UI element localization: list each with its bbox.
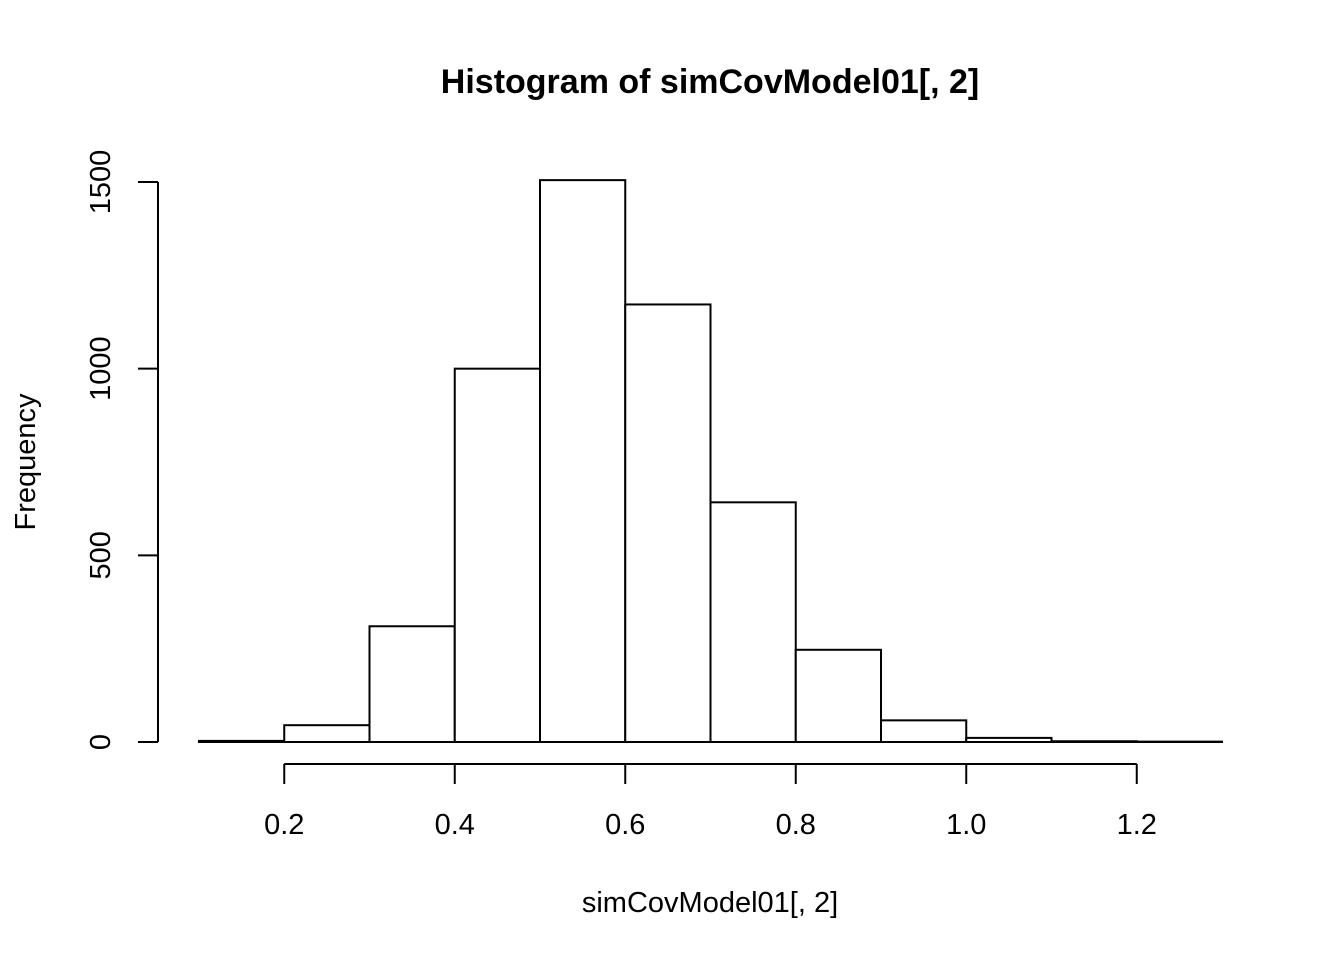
y-tick-label: 1500 bbox=[85, 150, 117, 215]
x-axis: 0.2 0.4 0.6 0.8 1.0 1.2 bbox=[264, 763, 1157, 841]
x-tick-label: 0.4 bbox=[435, 809, 475, 841]
x-tick-label: 1.2 bbox=[1117, 809, 1157, 841]
y-tick-label: 500 bbox=[85, 531, 117, 579]
histogram-bar bbox=[283, 724, 371, 744]
histogram-bar bbox=[198, 739, 286, 744]
y-axis-label: Frequency bbox=[10, 393, 42, 531]
histogram-bar bbox=[539, 179, 627, 743]
x-tick-label: 0.2 bbox=[264, 809, 304, 841]
bars-group bbox=[198, 179, 1223, 744]
y-axis: 0 500 1000 1500 bbox=[85, 150, 159, 750]
x-axis-label: simCovModel01[, 2] bbox=[582, 887, 838, 919]
chart-title: Histogram of simCovModel01[, 2] bbox=[441, 63, 979, 101]
x-tick-label: 0.6 bbox=[605, 809, 645, 841]
x-tick-label: 1.0 bbox=[946, 809, 986, 841]
histogram-bar bbox=[1050, 740, 1138, 744]
y-tick-label: 0 bbox=[85, 734, 117, 750]
histogram-bar bbox=[624, 303, 712, 743]
histogram-bar bbox=[453, 367, 541, 743]
histogram-bar bbox=[709, 501, 797, 743]
histogram-bar bbox=[965, 736, 1053, 743]
histogram-bar bbox=[368, 625, 456, 743]
x-tick-label: 0.8 bbox=[776, 809, 816, 841]
histogram-bar bbox=[794, 648, 882, 744]
histogram-bar bbox=[880, 719, 968, 744]
y-tick-label: 1000 bbox=[85, 336, 117, 401]
